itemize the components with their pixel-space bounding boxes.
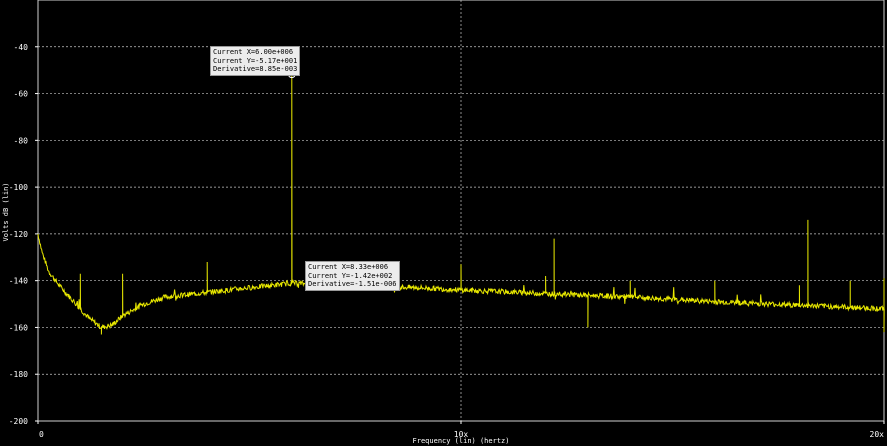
y-axis: -40 -60 -80 -100 -120 -140 -160 -180 -200 <box>9 43 38 426</box>
cursor-readout-2: Current X=8.33e+006 Current Y=-1.42e+002… <box>305 261 400 291</box>
cursor-readout-line: Current Y=-5.17e+001 <box>213 56 298 65</box>
x-axis-label: Frequency (lin) (hertz) <box>413 437 510 445</box>
x-axis: 0 10x 20x <box>37 421 885 439</box>
y-tick-label: -40 <box>14 43 29 52</box>
y-tick-label: -80 <box>14 136 29 145</box>
cursor-readout-line: Current X=8.33e+006 <box>308 263 389 271</box>
cursor-readout-line: Current Y=-1.42e+002 <box>308 271 393 280</box>
y-tick-label: -200 <box>9 417 28 426</box>
cursor-readout-1: Current X=6.00e+006 Current Y=-5.17e+001… <box>210 46 301 76</box>
y-tick-label: -180 <box>9 370 28 379</box>
cursor-readout-line: Current X=6.00e+006 <box>213 48 294 56</box>
x-tick-label: 0 <box>39 430 44 439</box>
y-tick-label: -160 <box>9 323 28 332</box>
trace <box>37 74 885 335</box>
cursor-readout-line: Derivative=-1.51e-006 <box>308 280 397 288</box>
x-tick-label: 20x <box>870 430 885 439</box>
grid <box>38 0 884 421</box>
y-axis-label: Volts dB (lin) <box>2 182 10 241</box>
cursor-readout-line: Derivative=8.85e-003 <box>213 65 298 73</box>
trace-line <box>37 74 885 335</box>
y-tick-label: -100 <box>9 183 28 192</box>
x-tick-label: 10x <box>454 430 469 439</box>
y-tick-label: -60 <box>14 90 29 99</box>
cursors[interactable] <box>286 70 396 290</box>
y-tick-label: -120 <box>9 230 28 239</box>
y-tick-label: -140 <box>9 277 28 286</box>
